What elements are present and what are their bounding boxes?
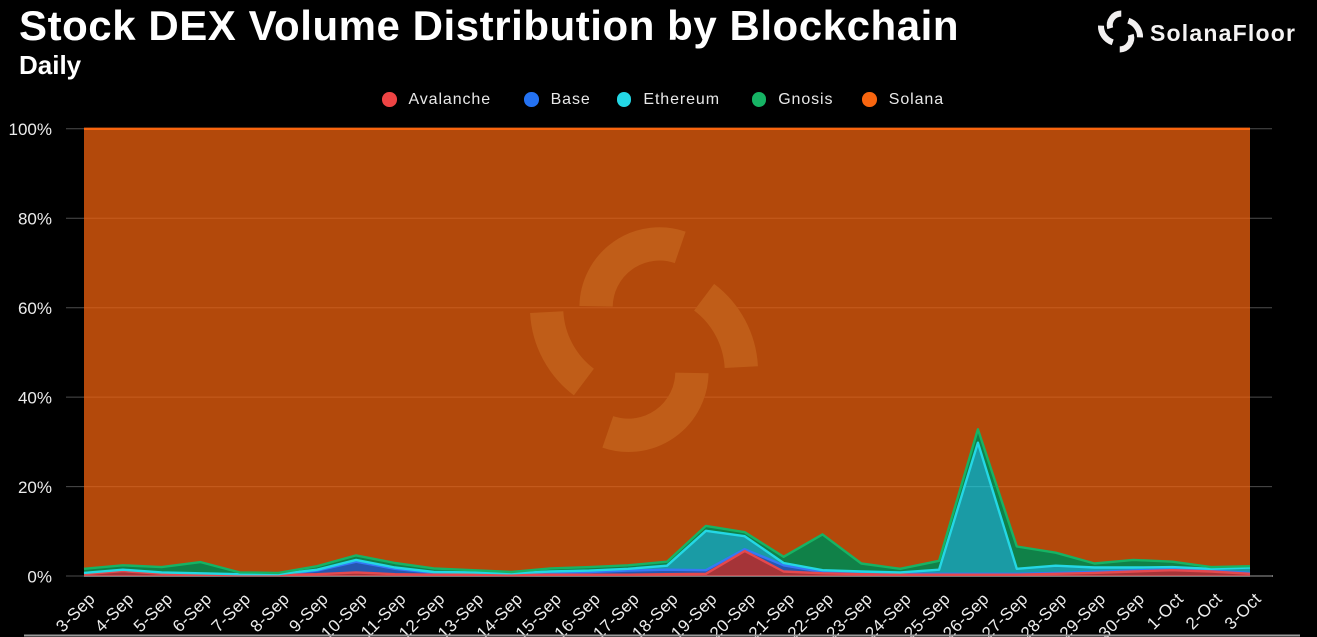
svg-text:2-Oct: 2-Oct xyxy=(1182,589,1226,633)
svg-text:1-Oct: 1-Oct xyxy=(1143,589,1187,633)
svg-text:20%: 20% xyxy=(18,478,52,497)
svg-text:3-Sep: 3-Sep xyxy=(52,589,99,636)
svg-text:100%: 100% xyxy=(9,120,52,139)
svg-text:60%: 60% xyxy=(18,299,52,318)
svg-text:0%: 0% xyxy=(27,567,52,586)
svg-text:8-Sep: 8-Sep xyxy=(247,589,294,636)
svg-text:6-Sep: 6-Sep xyxy=(169,589,216,636)
svg-text:3-Oct: 3-Oct xyxy=(1221,589,1265,633)
svg-text:40%: 40% xyxy=(18,389,52,408)
svg-text:80%: 80% xyxy=(18,210,52,229)
svg-text:4-Sep: 4-Sep xyxy=(91,589,138,636)
svg-text:7-Sep: 7-Sep xyxy=(208,589,255,636)
svg-text:5-Sep: 5-Sep xyxy=(130,589,177,636)
